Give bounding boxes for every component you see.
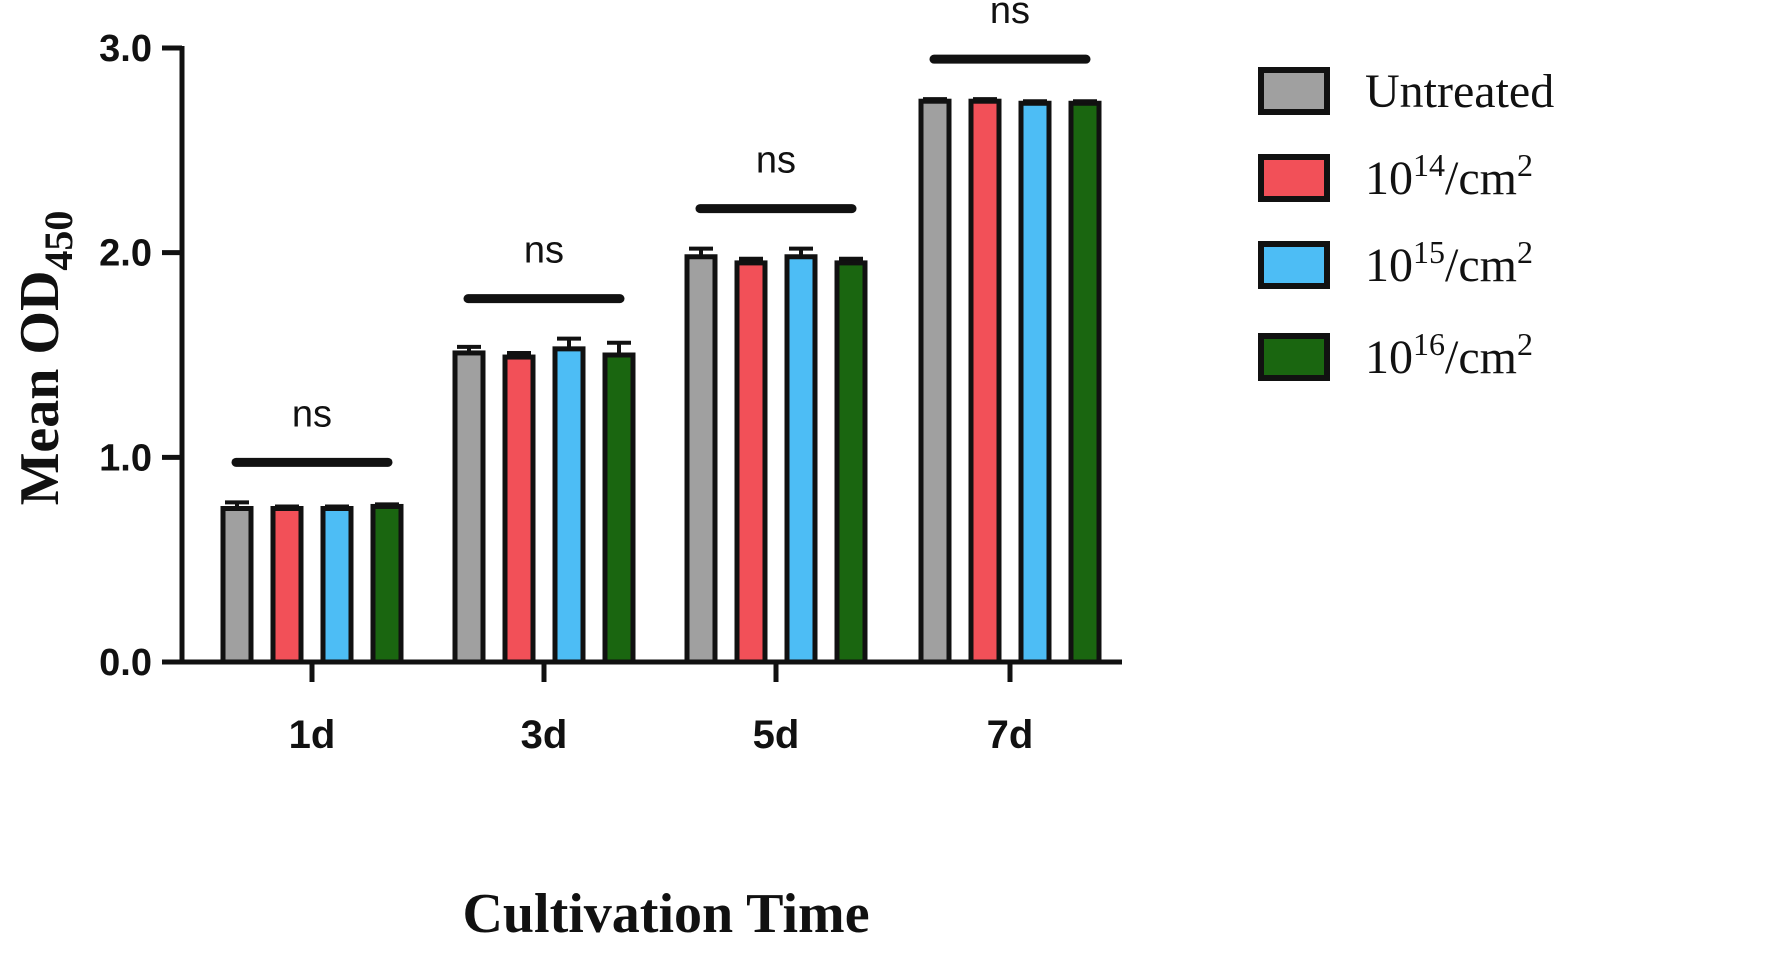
y-tick-label: 0.0: [99, 642, 152, 684]
bar: [684, 254, 718, 665]
bar: [270, 506, 304, 665]
y-axis-title: Mean OD450: [9, 211, 81, 506]
significance-annotations: ns ns ns ns: [231, 0, 1091, 467]
x-axis-title: Cultivation Time: [462, 883, 869, 945]
bar: [552, 346, 586, 665]
legend-swatch: [1258, 333, 1330, 381]
bars: [220, 97, 1102, 665]
bar: [784, 254, 818, 665]
y-axis-title-main: Mean OD: [9, 271, 71, 506]
bar: [602, 352, 636, 665]
bar: [1018, 100, 1052, 665]
y-tick-label: 3.0: [99, 28, 152, 70]
significance-label: ns: [756, 140, 796, 182]
legend-swatch: [1258, 67, 1330, 115]
bar: [370, 503, 404, 665]
legend-label: 1015/cm2: [1365, 234, 1533, 292]
legend-swatch: [1258, 154, 1330, 202]
y-tick-label: 2.0: [99, 233, 152, 275]
y-axis: 0.0 1.0 2.0 3.0: [99, 28, 185, 684]
bar: [1068, 100, 1102, 665]
bar: [918, 98, 952, 665]
x-tick-label: 5d: [753, 713, 800, 757]
bar: [452, 350, 486, 665]
legend-label: 1016/cm2: [1365, 326, 1533, 384]
x-tick-label: 1d: [289, 713, 336, 757]
legend: Untreated 1014/cm2 1015/cm2 1016/cm2: [1258, 65, 1554, 384]
x-tick-label: 3d: [521, 713, 568, 757]
bar: [734, 260, 768, 665]
significance-label: ns: [990, 0, 1030, 32]
legend-swatch: [1258, 241, 1330, 289]
y-axis-title-subscript: 450: [36, 211, 81, 271]
bar: [320, 506, 354, 665]
significance-label: ns: [292, 393, 332, 435]
significance-label: ns: [524, 230, 564, 272]
legend-label: 1014/cm2: [1365, 147, 1533, 205]
bar: [834, 260, 868, 665]
bar: [968, 98, 1002, 665]
bar: [502, 354, 536, 665]
legend-label: Untreated: [1365, 65, 1554, 118]
bar: [220, 506, 254, 665]
x-axis: 1d 3d 5d 7d: [180, 659, 1122, 757]
x-tick-label: 7d: [987, 713, 1034, 757]
y-tick-label: 1.0: [99, 437, 152, 479]
